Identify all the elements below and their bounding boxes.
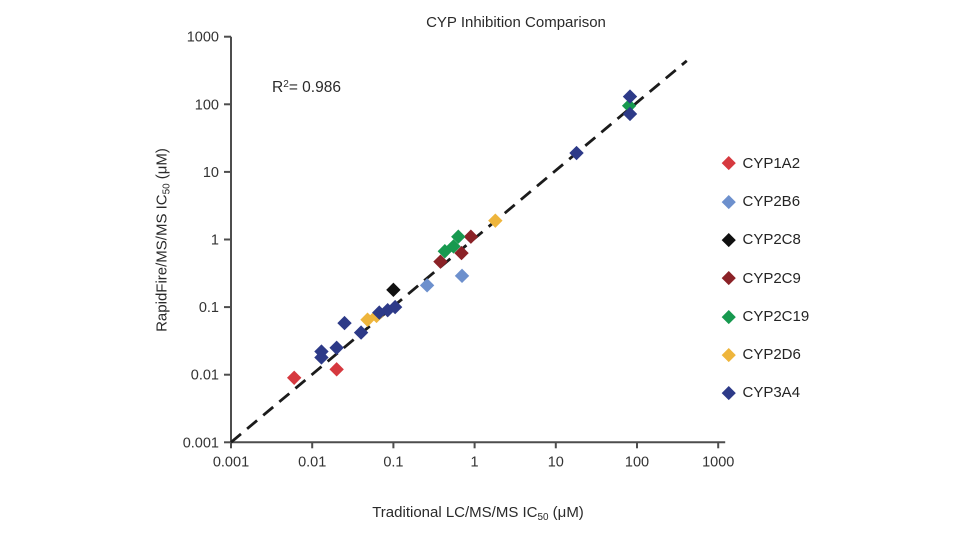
legend-item-CYP1A2: CYP1A2 [722, 144, 809, 182]
r-squared-exponent: 2 [283, 79, 289, 90]
data-point-CYP2C9 [463, 229, 479, 244]
data-point-CYP3A4 [353, 325, 369, 340]
data-point-CYP3A4 [314, 350, 329, 365]
legend-item-CYP2B6: CYP2B6 [722, 182, 809, 220]
x-axis-label-text: Traditional LC/MS/MS IC [372, 504, 538, 521]
legend-item-CYP2C9: CYP2C9 [722, 259, 809, 297]
x-tick-label: 1 [471, 454, 479, 470]
legend-label: CYP2C8 [742, 231, 801, 249]
y-tick-label: 1 [211, 233, 219, 249]
legend: CYP1A2 CYP2B6 CYP2C8 CYP2C9 CYP2C19 CYP2D6 CYP… [722, 144, 810, 412]
legend-item-CYP2C8: CYP2C8 [722, 221, 809, 259]
r-squared-annotation: R2= 0.986 [272, 79, 341, 97]
legend-diamond-icon [722, 233, 736, 247]
x-axis-label-unit: (μM) [548, 504, 584, 521]
y-tick-label: 10 [203, 165, 219, 181]
legend-label: CYP1A2 [742, 154, 801, 172]
legend-diamond-icon [722, 271, 736, 285]
legend-diamond-icon [722, 347, 736, 362]
x-tick-label: 100 [625, 454, 649, 470]
x-axis-label-subscript: 50 [537, 511, 549, 523]
x-tick-label: 1000 [702, 454, 734, 470]
y-tick-label: 100 [195, 97, 219, 113]
legend-diamond-icon [722, 386, 736, 400]
data-point-CYP3A4 [622, 106, 638, 122]
data-point-CYP2C19 [446, 239, 461, 254]
data-point-CYP2D6 [488, 213, 503, 228]
data-point-CYP3A4 [387, 299, 403, 315]
x-tick-label: 0.1 [383, 454, 403, 470]
y-tick-label: 0.001 [183, 435, 219, 451]
legend-label: CYP3A4 [742, 384, 801, 402]
data-point-CYP2B6 [419, 278, 435, 293]
y-tick-label: 0.01 [191, 368, 219, 384]
data-point-CYP2C9 [454, 245, 469, 261]
y-tick-label: 0.1 [199, 300, 219, 316]
data-point-CYP1A2 [329, 362, 344, 377]
data-point-CYP2B6 [454, 268, 470, 284]
data-point-CYP3A4 [337, 315, 352, 331]
r-squared-value: = 0.986 [288, 79, 341, 97]
legend-diamond-icon [722, 156, 736, 170]
legend-diamond-icon [722, 309, 736, 324]
data-point-CYP3A4 [329, 340, 344, 355]
legend-item-CYP2C19: CYP2C19 [722, 297, 810, 335]
chart-title: CYP Inhibition Comparison [426, 14, 606, 31]
r-squared-base: R [272, 79, 284, 97]
legend-label: CYP2C9 [742, 269, 801, 287]
data-point-CYP1A2 [286, 370, 302, 385]
y-tick-label: 1000 [187, 30, 219, 46]
data-point-CYP3A4 [569, 145, 584, 161]
data-point-CYP2C19 [621, 98, 637, 114]
x-tick-label: 10 [548, 454, 564, 470]
x-tick-label: 0.01 [298, 454, 326, 470]
data-point-CYP3A4 [622, 89, 638, 104]
legend-label: CYP2C19 [742, 307, 810, 325]
legend-label: CYP2D6 [742, 346, 801, 364]
legend-diamond-icon [722, 194, 736, 209]
x-axis-label: Traditional LC/MS/MS IC50 (μM) [372, 504, 584, 523]
x-tick-label: 0.001 [213, 454, 249, 470]
legend-item-CYP3A4: CYP3A4 [722, 374, 809, 412]
legend-label: CYP2B6 [742, 192, 801, 210]
data-point-CYP2C19 [451, 229, 466, 244]
data-point-CYP2C8 [386, 282, 401, 298]
legend-item-CYP2D6: CYP2D6 [722, 335, 809, 373]
data-point-CYP2C9 [433, 254, 448, 269]
